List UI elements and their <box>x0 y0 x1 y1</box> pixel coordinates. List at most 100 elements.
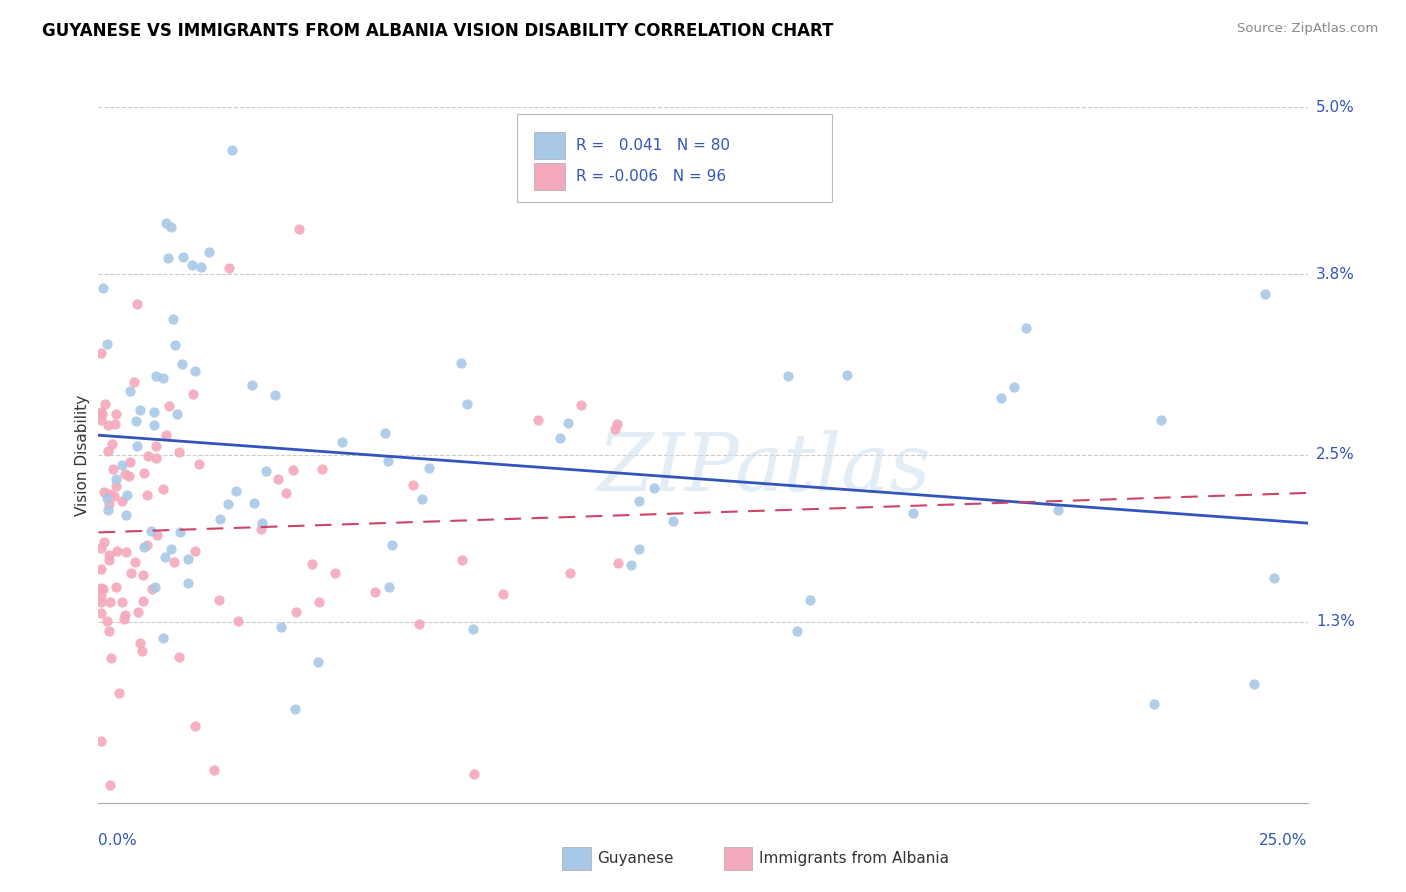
Point <box>103 489 125 503</box>
Point <box>160 220 183 235</box>
Point <box>115 545 138 559</box>
Point <box>491 587 513 601</box>
Point <box>152 482 174 496</box>
Point <box>799 593 821 607</box>
Point <box>184 719 207 733</box>
Point <box>94 396 117 410</box>
Text: Source: ZipAtlas.com: Source: ZipAtlas.com <box>1237 22 1378 36</box>
Point <box>1253 287 1275 301</box>
Point <box>364 585 387 599</box>
Point <box>96 337 118 351</box>
Point <box>90 405 112 419</box>
Point <box>418 461 440 475</box>
Point <box>627 542 650 557</box>
Point <box>145 450 167 465</box>
Text: R =   0.041   N = 80: R = 0.041 N = 80 <box>576 138 731 153</box>
Point <box>408 617 430 632</box>
Point <box>288 222 311 236</box>
Point <box>152 632 174 646</box>
Point <box>97 418 120 433</box>
Point <box>557 417 579 431</box>
Point <box>202 763 225 777</box>
Text: 5.0%: 5.0% <box>1316 100 1354 114</box>
Point <box>226 614 249 628</box>
Point <box>330 435 353 450</box>
Point <box>172 250 194 264</box>
Point <box>153 549 176 564</box>
Point <box>1143 697 1166 711</box>
Point <box>183 364 205 378</box>
Point <box>606 556 628 570</box>
Point <box>155 216 177 230</box>
Point <box>990 391 1012 405</box>
Text: R = -0.006   N = 96: R = -0.006 N = 96 <box>576 169 727 184</box>
Point <box>124 375 146 389</box>
Text: GUYANESE VS IMMIGRANTS FROM ALBANIA VISION DISABILITY CORRELATION CHART: GUYANESE VS IMMIGRANTS FROM ALBANIA VISI… <box>42 22 834 40</box>
Point <box>184 544 207 558</box>
Point <box>128 636 150 650</box>
Point <box>240 377 263 392</box>
Point <box>162 312 184 326</box>
Point <box>221 143 243 157</box>
Point <box>90 346 112 360</box>
Point <box>381 537 404 551</box>
Point <box>114 467 136 481</box>
Text: ZIPatlas: ZIPatlas <box>596 430 931 508</box>
Point <box>1150 413 1173 427</box>
Point <box>837 368 859 382</box>
Point <box>627 493 650 508</box>
Point <box>606 417 628 432</box>
Point <box>163 555 186 569</box>
Point <box>181 386 204 401</box>
Point <box>101 437 124 451</box>
Point <box>1263 571 1285 585</box>
Point <box>172 357 194 371</box>
Point <box>104 479 127 493</box>
Point <box>450 553 472 567</box>
Point <box>91 582 114 596</box>
Point <box>131 644 153 658</box>
Point <box>311 462 333 476</box>
Point <box>560 566 582 581</box>
Text: 25.0%: 25.0% <box>1260 833 1308 848</box>
Point <box>270 620 292 634</box>
Point <box>167 444 190 458</box>
Point <box>96 614 118 628</box>
Point <box>177 552 200 566</box>
Point <box>97 548 120 562</box>
Point <box>264 388 287 402</box>
Text: 3.8%: 3.8% <box>1316 267 1355 282</box>
Point <box>104 472 127 486</box>
Point <box>124 556 146 570</box>
Point <box>98 778 121 792</box>
Text: 0.0%: 0.0% <box>98 833 138 848</box>
Point <box>450 356 472 370</box>
Point <box>163 338 186 352</box>
Point <box>188 457 211 471</box>
Point <box>93 485 115 500</box>
Point <box>217 498 239 512</box>
Point <box>569 398 592 412</box>
Point <box>132 540 155 554</box>
Point <box>139 524 162 538</box>
Point <box>132 568 155 582</box>
Point <box>98 552 121 566</box>
Point <box>225 483 247 498</box>
Point <box>143 418 166 433</box>
Point <box>131 594 153 608</box>
Point <box>105 407 128 421</box>
Point <box>90 581 112 595</box>
Point <box>155 428 177 442</box>
Point <box>135 488 157 502</box>
Point <box>374 426 396 441</box>
Point <box>157 251 180 265</box>
Point <box>90 733 112 747</box>
Point <box>90 413 112 427</box>
Point <box>120 384 142 399</box>
Point <box>1015 321 1038 335</box>
Point <box>127 439 149 453</box>
Point <box>91 407 114 421</box>
Point <box>456 397 478 411</box>
Point <box>104 580 127 594</box>
Point <box>548 431 571 445</box>
